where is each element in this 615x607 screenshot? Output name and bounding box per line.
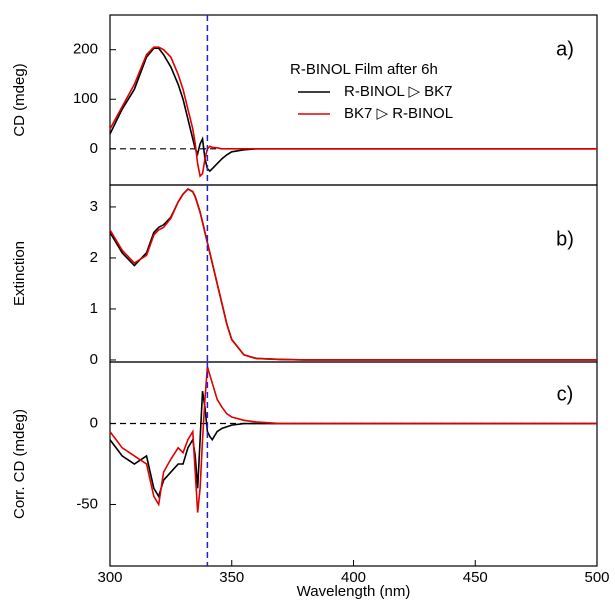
- y-axis-title: Extinction: [11, 241, 28, 306]
- panel-label: a): [556, 38, 574, 60]
- y-tick-label: 2: [90, 249, 98, 266]
- x-tick-label: 450: [463, 569, 488, 586]
- y-tick-label: 1: [90, 300, 98, 317]
- y-tick-label: 0: [90, 414, 98, 431]
- y-tick-label: 100: [73, 90, 98, 107]
- y-axis-title: CD (mdeg): [11, 63, 28, 136]
- panel-label: c): [557, 383, 574, 405]
- data-line: [109, 46, 597, 178]
- x-tick-label: 500: [584, 569, 609, 586]
- x-axis-title: Wavelength (nm): [297, 583, 411, 600]
- y-axis-title: Corr. CD (mdeg): [11, 409, 28, 519]
- y-tick-label: 0: [90, 351, 98, 368]
- panel-frame: [109, 184, 598, 363]
- y-tick-label: 200: [73, 41, 98, 58]
- data-line: [109, 188, 597, 361]
- x-tick-label: 400: [341, 569, 366, 586]
- data-line: [109, 391, 597, 499]
- legend-label: BK7 ▷ R-BINOL: [344, 105, 453, 122]
- data-line: [109, 366, 597, 513]
- y-tick-label: 0: [90, 140, 98, 157]
- panel-label: b): [556, 228, 574, 250]
- x-tick-label: 350: [219, 569, 244, 586]
- y-tick-label: 3: [90, 198, 98, 215]
- legend-label: R-BINOL ▷ BK7: [344, 83, 453, 100]
- y-tick-label: -50: [76, 495, 98, 512]
- x-tick-label: 300: [97, 569, 122, 586]
- legend-title: R-BINOL Film after 6h: [290, 61, 438, 78]
- data-line: [109, 188, 597, 361]
